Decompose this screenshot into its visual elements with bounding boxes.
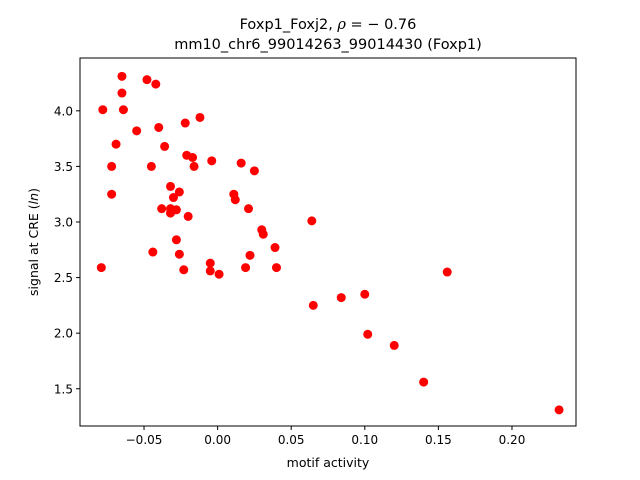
y-tick-label-4: 3.5 bbox=[54, 160, 73, 174]
data-point-50 bbox=[308, 300, 318, 310]
data-point-37 bbox=[148, 247, 158, 257]
data-point-2 bbox=[151, 79, 161, 89]
data-point-20 bbox=[166, 181, 176, 191]
data-point-51 bbox=[363, 329, 373, 339]
x-tick-label-5: 0.20 bbox=[499, 433, 526, 447]
chart-title-line1: Foxp1_Foxj2, ρ = − 0.76 bbox=[240, 17, 417, 33]
y-axis-label: signal at CRE (ln) bbox=[26, 188, 41, 296]
data-point-11 bbox=[160, 141, 170, 151]
data-point-35 bbox=[171, 235, 181, 245]
data-point-9 bbox=[132, 126, 142, 136]
x-tick-label-3: 0.10 bbox=[351, 433, 378, 447]
data-point-44 bbox=[179, 265, 189, 275]
data-point-42 bbox=[241, 263, 251, 273]
x-tick-label-0: −0.05 bbox=[126, 433, 163, 447]
data-point-38 bbox=[174, 249, 184, 259]
y-tick-label-3: 3.0 bbox=[54, 215, 73, 229]
y-axis-label-suffix: ) bbox=[26, 188, 41, 193]
y-axis: 1.5 2.0 2.5 3.0 3.5 4.0 bbox=[54, 104, 80, 396]
data-point-6 bbox=[195, 112, 205, 122]
chart-title-line2: mm10_chr6_99014263_99014430 (Foxp1) bbox=[174, 37, 482, 53]
x-axis-label: motif activity bbox=[287, 455, 370, 470]
data-point-22 bbox=[107, 189, 117, 199]
data-point-32 bbox=[307, 216, 317, 226]
x-tick-label-2: 0.05 bbox=[278, 433, 305, 447]
data-point-36 bbox=[270, 243, 280, 253]
data-point-46 bbox=[214, 269, 224, 279]
data-point-3 bbox=[117, 88, 127, 98]
data-point-0 bbox=[117, 71, 127, 81]
data-point-48 bbox=[360, 289, 370, 299]
data-point-31 bbox=[183, 211, 193, 221]
data-point-10 bbox=[111, 139, 121, 149]
data-point-30 bbox=[166, 208, 176, 218]
data-point-54 bbox=[554, 405, 564, 415]
data-point-19 bbox=[249, 166, 259, 176]
data-point-34 bbox=[258, 229, 268, 239]
x-tick-label-1: 0.00 bbox=[204, 433, 231, 447]
y-tick-label-0: 1.5 bbox=[54, 382, 73, 396]
data-point-25 bbox=[230, 195, 240, 205]
plot-points bbox=[96, 71, 564, 415]
data-point-8 bbox=[154, 122, 164, 132]
x-axis: −0.05 0.00 0.05 0.10 0.15 0.20 bbox=[126, 426, 526, 447]
data-point-39 bbox=[245, 250, 255, 260]
y-tick-label-5: 4.0 bbox=[54, 104, 73, 118]
data-point-26 bbox=[157, 204, 167, 214]
data-point-15 bbox=[236, 158, 246, 168]
data-point-4 bbox=[98, 105, 108, 115]
chart-title-rho: ρ bbox=[336, 17, 346, 33]
chart-title-prefix: Foxp1_Foxj2, bbox=[240, 17, 338, 33]
y-axis-label-italic: ln bbox=[26, 193, 41, 204]
data-point-49 bbox=[336, 293, 346, 303]
data-point-45 bbox=[205, 266, 215, 276]
data-point-53 bbox=[419, 377, 429, 387]
data-point-41 bbox=[96, 263, 106, 273]
data-point-13 bbox=[188, 153, 198, 163]
y-tick-label-2: 2.5 bbox=[54, 271, 73, 285]
data-point-7 bbox=[180, 118, 190, 128]
data-point-29 bbox=[244, 204, 254, 214]
data-point-24 bbox=[168, 193, 178, 203]
y-tick-label-1: 2.0 bbox=[54, 327, 73, 341]
data-point-1 bbox=[142, 75, 152, 85]
plot-frame bbox=[79, 57, 577, 427]
data-point-5 bbox=[118, 105, 128, 115]
data-point-43 bbox=[271, 263, 281, 273]
x-tick-label-4: 0.15 bbox=[425, 433, 452, 447]
chart-title-rho-value: = − 0.76 bbox=[346, 17, 416, 33]
data-point-21 bbox=[174, 187, 184, 197]
data-point-52 bbox=[389, 340, 399, 350]
data-point-40 bbox=[205, 258, 215, 268]
data-point-14 bbox=[207, 156, 217, 166]
y-axis-label-prefix: signal at CRE ( bbox=[26, 204, 41, 296]
data-point-47 bbox=[442, 267, 452, 277]
data-point-17 bbox=[146, 161, 156, 171]
data-point-18 bbox=[189, 161, 199, 171]
data-point-16 bbox=[107, 161, 117, 171]
